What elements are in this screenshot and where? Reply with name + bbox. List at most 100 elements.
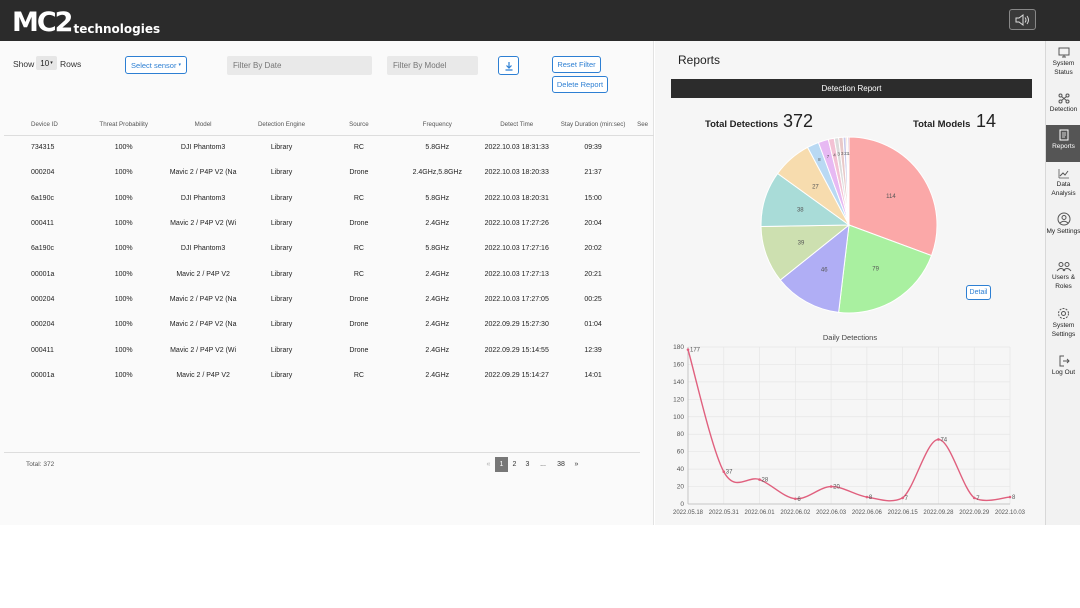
table-cell-empty (631, 312, 654, 337)
sidebar-item-log-out[interactable]: Log Out (1046, 354, 1080, 382)
data-point[interactable] (686, 348, 690, 351)
pie-slice[interactable] (779, 223, 850, 313)
detail-button[interactable]: Detail (966, 285, 991, 300)
column-header[interactable]: Model (164, 114, 242, 136)
select-sensor-button[interactable]: Select sensor ▾ (125, 56, 187, 74)
pie-slice[interactable] (848, 136, 938, 257)
analysis-icon (1058, 169, 1069, 179)
table-cell: 09:39 (584, 144, 602, 152)
column-header[interactable]: Source (321, 114, 397, 136)
table-row[interactable]: 00001a 100% Mavic 2 / P4P V2 Library RC 2.4GH… (4, 261, 654, 286)
x-tick-label: 2022.10.03 (995, 510, 1026, 516)
table-cell: 100% (114, 220, 133, 228)
reset-filter-button[interactable]: Reset Filter (552, 56, 601, 73)
data-point[interactable] (901, 496, 904, 500)
data-point[interactable] (794, 497, 797, 501)
sidebar-item-label: Users & Roles (1051, 274, 1076, 290)
column-header[interactable]: See (631, 114, 654, 136)
sidebar-item-label: My Settings (1046, 228, 1080, 235)
x-tick-label: 2022.06.02 (780, 510, 811, 516)
table-cell: 000204 (31, 169, 55, 177)
sidebar-item-system-settings[interactable]: System Settings (1046, 305, 1080, 345)
table-cell: Mavic 2 / P4P V2 (176, 371, 230, 379)
table-row[interactable]: 000204 100% Mavic 2 / P4P V2 (Na Library Dro… (4, 287, 654, 312)
data-point[interactable] (758, 478, 761, 481)
gear-icon (1058, 308, 1069, 319)
table-cell: 100% (114, 346, 133, 354)
table-cell: 000411 (31, 220, 54, 228)
page-button[interactable]: 1 (495, 457, 508, 472)
table-cell: RC (353, 144, 364, 152)
table-cell: Library (270, 371, 293, 379)
filter-date-input[interactable] (227, 56, 372, 75)
page-button[interactable]: 3 (525, 461, 530, 468)
table-cell: 2.4GHz (425, 295, 450, 303)
table-cell: 20:02 (584, 245, 602, 253)
detection-report-bar: Detection Report (671, 79, 1032, 98)
data-point[interactable] (722, 470, 726, 474)
company-logo: MC2 technologies (12, 4, 160, 38)
table-footer-divider (4, 452, 640, 453)
x-tick-label: 2022.09.28 (923, 510, 954, 516)
table-row[interactable]: 000204 100% Mavic 2 / P4P V2 (Na Library Dro… (4, 160, 654, 185)
x-tick-label: 2022.05.31 (709, 510, 740, 516)
data-point[interactable] (937, 438, 940, 441)
table-cell: 100% (114, 321, 133, 329)
table-cell: RC (353, 270, 364, 278)
table-cell: Mavic 2 / P4P V2 (Wi (170, 220, 237, 228)
table-cell: 5.8GHz (425, 245, 450, 253)
table-row[interactable]: 00001a 100% Mavic 2 / P4P V2 Library RC 2.4GH… (4, 363, 654, 388)
table-cell: 100% (114, 245, 133, 253)
sound-toggle-button[interactable] (1009, 9, 1036, 30)
table-cell: 15:00 (584, 194, 602, 202)
table-row[interactable]: 000204 100% Mavic 2 / P4P V2 (Na Library Dro… (4, 312, 654, 337)
prev-page-button[interactable]: « (486, 461, 491, 468)
table-cell: 14:01 (584, 371, 602, 379)
table-cell: 2022.10.03 18:20:33 (484, 169, 549, 177)
y-tick-label: 60 (677, 449, 685, 456)
y-tick-label: 80 (677, 431, 685, 438)
y-tick-label: 0 (680, 501, 684, 508)
column-header[interactable]: Frequency (396, 114, 479, 136)
download-button[interactable] (498, 56, 519, 75)
rows-per-page-select[interactable]: 10 ▾ (36, 56, 57, 70)
table-cell: 2.4GHz (425, 220, 450, 228)
page-button[interactable]: 2 (512, 461, 517, 468)
column-header[interactable]: Detection Engine (241, 114, 322, 136)
column-header[interactable]: Threat Probability (82, 114, 165, 136)
table-row[interactable]: 000411 100% Mavic 2 / P4P V2 (Wi Library Dro… (4, 211, 654, 236)
table-cell: Library (270, 321, 293, 329)
data-point[interactable] (865, 495, 869, 499)
table-row[interactable]: 6a190c 100% DJI Phantom3 Library RC 5.8GHz 202… (4, 186, 654, 211)
page-button[interactable]: 38 (557, 461, 565, 468)
data-point[interactable] (972, 496, 976, 500)
sidebar-item-data-analysis[interactable]: Data Analysis (1046, 166, 1080, 206)
data-point[interactable] (1008, 495, 1012, 499)
total-models-value: 14 (976, 111, 997, 131)
sidebar-item-system-status[interactable]: System Status (1046, 44, 1080, 84)
sidebar-item-my-settings[interactable]: My Settings (1046, 211, 1080, 253)
table-row[interactable]: 000411 100% Mavic 2 / P4P V2 (Wi Library Dro… (4, 337, 654, 362)
table-cell: 6a190c (31, 194, 54, 202)
table-cell: RC (353, 245, 364, 253)
column-header[interactable]: Stay Duration (min:sec) (554, 114, 632, 136)
table-row[interactable]: 734315 100% DJI Phantom3 Library RC 5.8GHz 202… (4, 135, 654, 160)
table-cell: 2022.09.29 15:14:27 (484, 371, 549, 379)
delete-report-button[interactable]: Delete Report (552, 76, 608, 93)
table-cell: 2.4GHz (425, 371, 450, 379)
sidebar-item-users-roles[interactable]: Users & Roles (1046, 259, 1080, 297)
column-header[interactable]: Device ID (4, 114, 83, 136)
table-cell: 2022.10.03 17:27:16 (484, 245, 549, 253)
pie-slice[interactable] (838, 224, 933, 314)
filter-model-input[interactable] (387, 56, 478, 75)
sidebar-item-detection[interactable]: Detection (1046, 91, 1080, 121)
pie-slice[interactable] (847, 136, 850, 226)
page-title: Reports (678, 53, 721, 67)
next-page-button[interactable]: » (574, 461, 579, 468)
report-icon (1059, 129, 1068, 141)
data-point[interactable] (829, 485, 833, 488)
sidebar-item-reports[interactable]: Reports (1046, 125, 1080, 162)
table-row[interactable]: 6a190c 100% DJI Phantom3 Library RC 5.8GHz 202… (4, 236, 654, 261)
column-header[interactable]: Detect Time (478, 114, 555, 136)
